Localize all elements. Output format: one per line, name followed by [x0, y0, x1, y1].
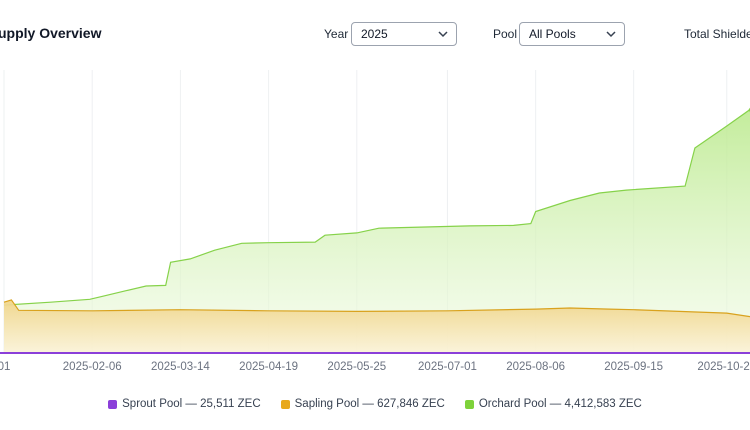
year-label: Year	[324, 27, 349, 41]
chart-title: upply Overview	[0, 25, 102, 41]
pool-select[interactable]: All Pools	[519, 22, 625, 46]
orchard-area	[4, 108, 750, 353]
chart-legend: Sprout Pool — 25,511 ZEC Sapling Pool — …	[0, 398, 750, 410]
year-select-value: 2025	[361, 27, 388, 41]
x-tick-label: 01	[0, 361, 10, 373]
chevron-down-icon	[438, 23, 448, 52]
x-tick-label: 2025-04-19	[239, 361, 298, 373]
sapling-area	[4, 299, 750, 353]
legend-item-orchard[interactable]: Orchard Pool — 4,412,583 ZEC	[464, 398, 642, 410]
x-tick-label: 2025-03-14	[151, 361, 210, 373]
sprout-swatch	[108, 399, 118, 409]
orchard-line	[3, 107, 750, 306]
supply-area-chart: 01 2025-02-06 2025-03-14 2025-04-19 2025-05-…	[0, 70, 750, 373]
x-tick-label: 2025-07-01	[418, 361, 477, 373]
total-shielded-label: Total Shieldec	[684, 27, 750, 41]
x-tick-label: 2025-09-15	[604, 361, 663, 373]
pool-label: Pool	[493, 27, 518, 41]
legend-label-sapling: Sapling Pool — 627,846 ZEC	[294, 398, 445, 410]
legend-label-orchard: Orchard Pool — 4,412,583 ZEC	[478, 398, 642, 410]
x-tick-label: 2025-08-06	[506, 361, 565, 373]
x-tick-label: 2025-02-06	[63, 361, 122, 373]
x-tick-label: 2025-05-25	[327, 361, 386, 373]
x-tick-label: 2025-10-23	[697, 361, 750, 373]
year-select[interactable]: 2025	[351, 22, 457, 46]
legend-item-sprout[interactable]: Sprout Pool — 25,511 ZEC	[108, 398, 261, 410]
orchard-swatch	[464, 399, 474, 409]
chevron-down-icon	[606, 23, 616, 52]
sapling-swatch	[280, 399, 290, 409]
legend-item-sapling[interactable]: Sapling Pool — 627,846 ZEC	[280, 398, 445, 410]
sapling-line	[3, 299, 750, 318]
pool-select-value: All Pools	[529, 27, 576, 41]
legend-label-sprout: Sprout Pool — 25,511 ZEC	[122, 398, 261, 410]
